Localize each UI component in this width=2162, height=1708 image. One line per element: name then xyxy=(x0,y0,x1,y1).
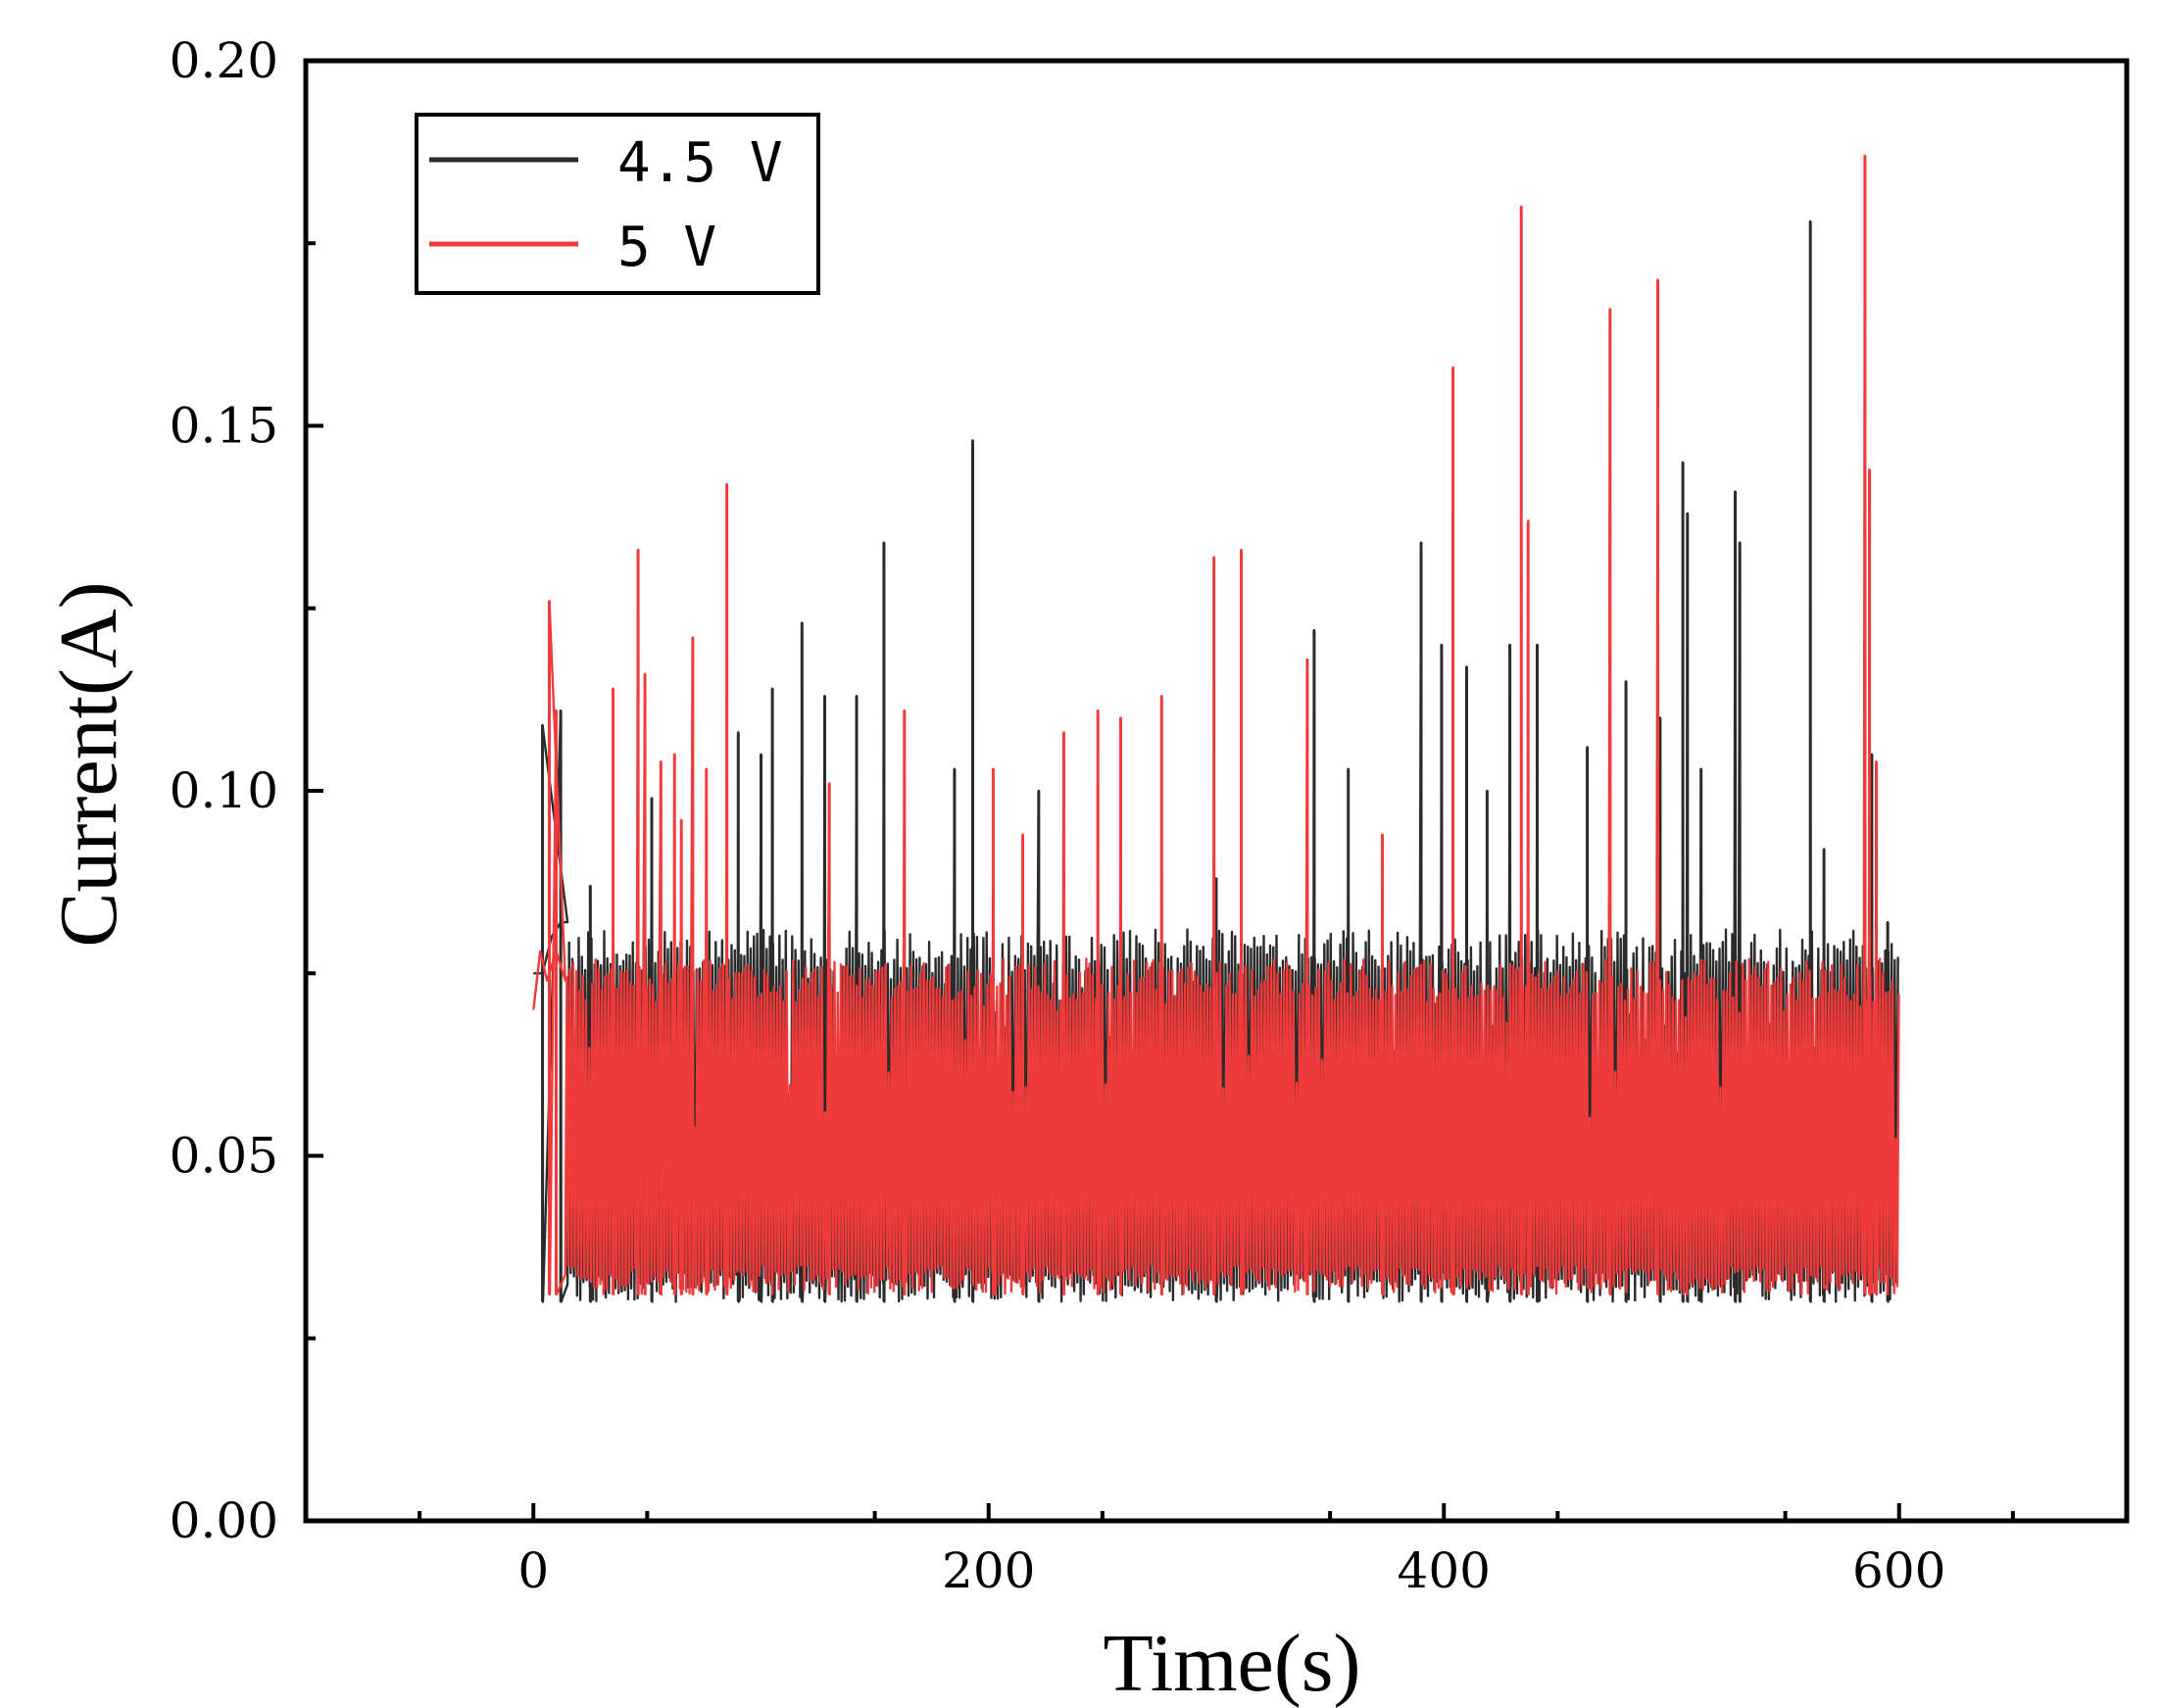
legend-label-4.5v: 4.5 V xyxy=(617,131,783,195)
y-tick-label: 0.00 xyxy=(170,1492,278,1549)
x-tick-label: 400 xyxy=(1398,1542,1491,1599)
x-axis-title: Time(s) xyxy=(1104,1618,1361,1708)
x-tick-label: 0 xyxy=(517,1542,549,1599)
x-tick-label: 600 xyxy=(1852,1542,1945,1599)
tick-layer: 0 200 400 600 0.00 0.05 0.10 0.15 0.20 xyxy=(170,32,2015,1599)
y-tick-label: 0.20 xyxy=(170,32,278,89)
y-axis-title: Current(A) xyxy=(43,581,134,947)
y-tick-label: 0.15 xyxy=(170,398,278,455)
legend-label-5v: 5 V xyxy=(617,216,716,279)
y-tick-label: 0.10 xyxy=(170,762,278,819)
x-tick-label: 200 xyxy=(942,1542,1035,1599)
legend-box xyxy=(415,113,820,295)
series-layer xyxy=(532,154,1900,1303)
y-tick-label: 0.05 xyxy=(170,1128,278,1185)
legend: 4.5 V 5 V xyxy=(415,113,820,295)
